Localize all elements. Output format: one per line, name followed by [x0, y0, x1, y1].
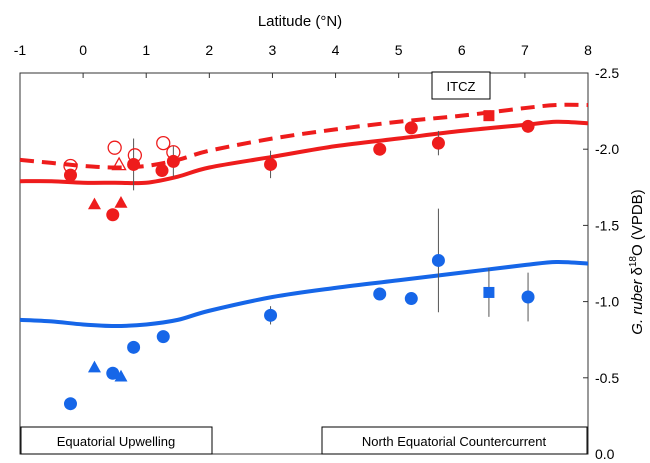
x-tick-label: 5 [395, 42, 403, 58]
data-point-red-circle-open [63, 158, 78, 174]
data-point-red-circle-open [156, 135, 171, 151]
data-point-red-circle [127, 157, 141, 171]
x-tick-label: 3 [269, 42, 277, 58]
data-point-blue-triangle [87, 360, 101, 373]
data-point-blue-circle [431, 253, 445, 267]
upwelling-box [20, 426, 213, 455]
itcz-label: ITCZ [447, 79, 476, 94]
itcz-box [431, 71, 491, 100]
x-tick-label: -1 [14, 42, 27, 58]
data-point-blue-circle [373, 287, 387, 301]
x-tick-label: 2 [205, 42, 213, 58]
model-line-blue-solid [19, 259, 589, 328]
data-point-blue-circle [264, 308, 278, 322]
x-tick-label: 0 [79, 42, 87, 58]
x-tick-label: 6 [458, 42, 466, 58]
data-point-red-triangle [87, 197, 101, 210]
upwelling-label: Equatorial Upwelling [57, 434, 176, 449]
data-point-red-triangle [114, 196, 128, 208]
y-tick-label: 0.0 [595, 446, 615, 462]
data-point-blue-circle [404, 292, 418, 306]
data-point-blue-circle [127, 340, 141, 354]
data-point-blue-square [483, 286, 495, 298]
countercurrent-box [321, 426, 588, 455]
data-point-blue-circle [106, 366, 120, 380]
y-tick-label: -1.5 [595, 217, 619, 233]
data-point-blue-triangle [114, 369, 128, 382]
model-line-red-solid [19, 119, 589, 186]
data-point-red-circle [264, 157, 278, 171]
y-tick-label: -0.5 [595, 370, 619, 386]
data-point-red-circle [373, 142, 387, 156]
data-point-blue-circle [521, 290, 535, 304]
countercurrent-label: North Equatorial Countercurrent [362, 434, 547, 449]
data-point-red-circle [106, 208, 120, 222]
data-point-red-circle-open [127, 148, 143, 163]
x-tick-label: 7 [521, 42, 529, 58]
x-tick-label: 1 [142, 42, 150, 58]
data-point-red-circle [431, 136, 445, 150]
data-point-red-circle-open [107, 140, 122, 155]
data-point-red-triangle-open [111, 156, 127, 171]
x-tick-label: 8 [584, 42, 592, 58]
data-point-blue-circle [63, 397, 77, 411]
data-point-red-circle [155, 164, 169, 178]
y-tick-label: -1.0 [595, 294, 619, 310]
data-point-blue-circle [156, 330, 170, 344]
x-tick-label: 4 [332, 42, 340, 58]
plot-frame [19, 72, 589, 455]
data-point-red-circle-open [166, 145, 181, 160]
y-tick-label: -2.0 [595, 141, 619, 157]
data-point-red-circle [521, 119, 535, 133]
model-line-red-dashed [19, 102, 589, 170]
data-point-red-square [483, 110, 495, 122]
x-axis-title: Latitude (°N) [258, 13, 342, 30]
data-point-red-circle [404, 121, 418, 135]
y-axis-title: G. ruber δ18O (VPDB) [628, 189, 646, 334]
y-tick-label: -2.5 [595, 65, 619, 81]
